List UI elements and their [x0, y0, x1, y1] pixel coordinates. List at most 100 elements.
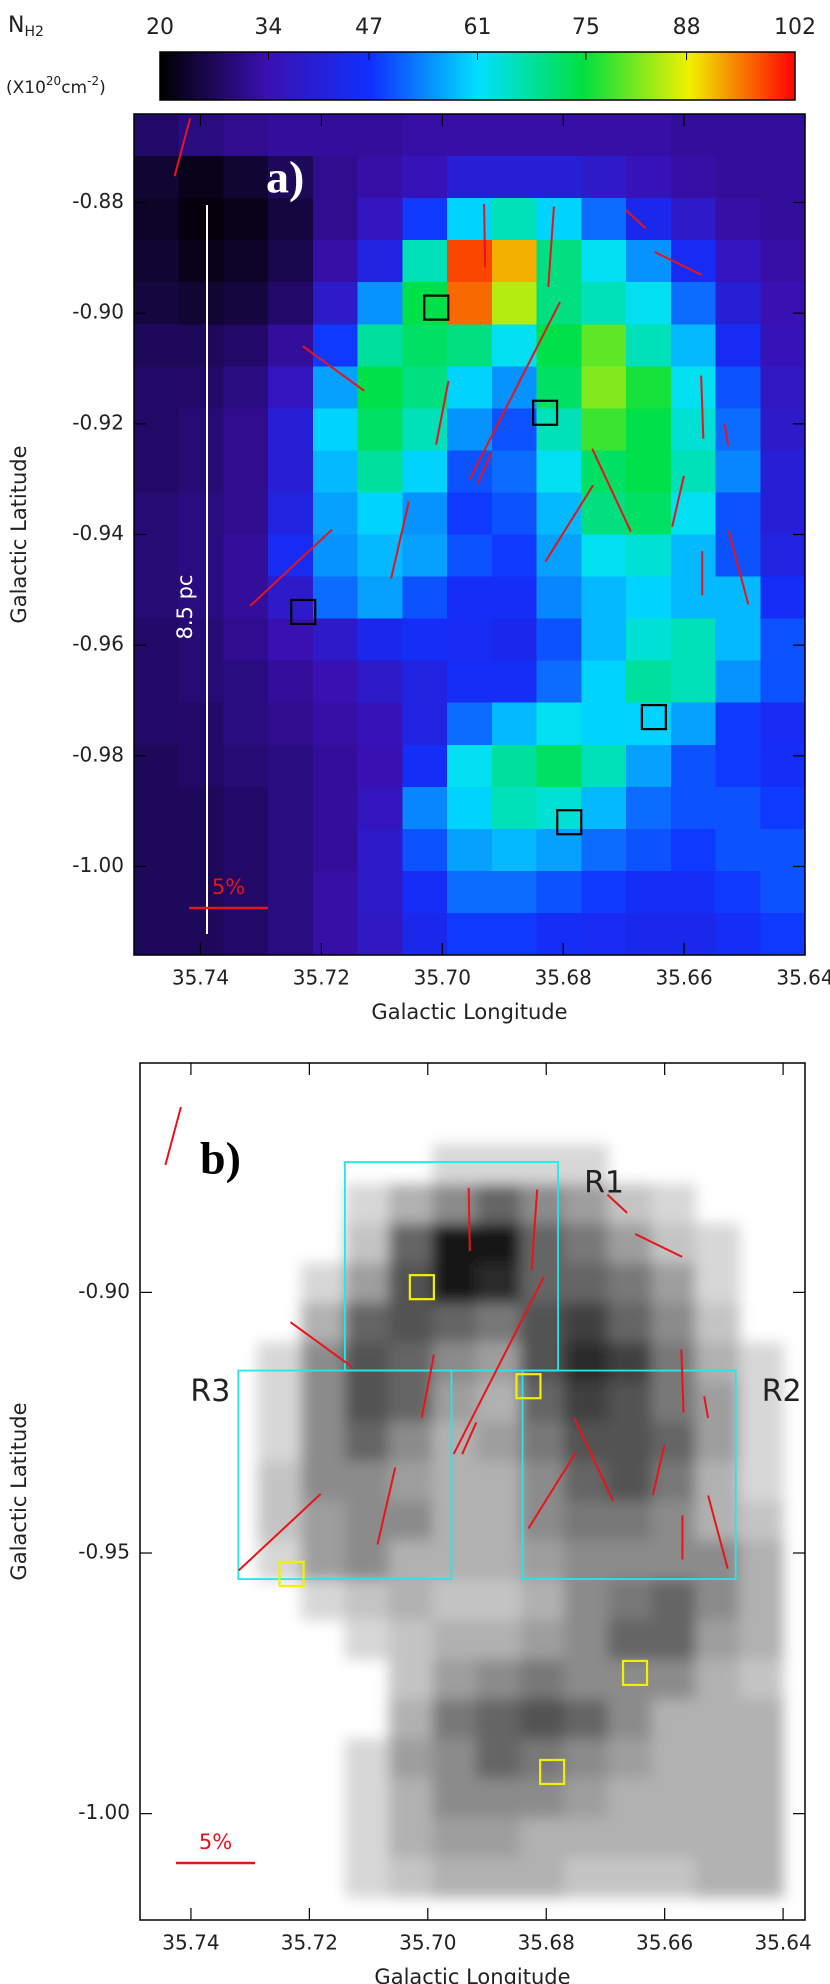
heatmap-cell	[715, 324, 761, 367]
contour-cell	[257, 1382, 302, 1423]
heatmap-cell	[268, 912, 314, 956]
contour-cell	[563, 1778, 609, 1819]
colorbar-label: NH2	[8, 13, 44, 40]
polarization-vector	[727, 530, 750, 605]
heatmap-cell	[357, 240, 403, 283]
heatmap-cell	[357, 702, 403, 746]
contour-cell	[432, 1619, 477, 1660]
heatmap-cell	[312, 282, 359, 325]
contour-cell	[695, 1500, 740, 1542]
y-tick-label: -0.90	[78, 1279, 130, 1303]
y-axis-title: Galactic Latitude	[7, 445, 31, 623]
contour-cell	[432, 1659, 477, 1700]
heatmap-cell	[581, 492, 627, 536]
contour-cell	[739, 1421, 784, 1462]
polarization-vector	[530, 1189, 539, 1271]
heatmap-cell	[760, 450, 806, 494]
polarization-vector	[547, 206, 555, 288]
polarization-vector	[302, 345, 365, 392]
heatmap-cell	[760, 786, 806, 830]
heatmap-cell	[223, 576, 269, 620]
heatmap-cell	[223, 828, 269, 872]
units-part: (X10	[6, 78, 46, 98]
contour-cell	[301, 1302, 346, 1344]
x-tick-label: 35.66	[655, 966, 712, 990]
heatmap-cell	[178, 450, 225, 494]
heatmap-cell	[268, 534, 314, 578]
contour-cell	[607, 1580, 653, 1621]
heatmap-cell	[402, 366, 448, 409]
heatmap-cell	[357, 828, 403, 872]
y-tick-label: -0.96	[72, 632, 124, 656]
colorbar-tick-label: 34	[254, 15, 282, 40]
contour-cell	[563, 1302, 609, 1344]
units-part: )	[99, 78, 106, 98]
polarization-vector	[625, 209, 647, 230]
heatmap-cell	[491, 282, 538, 325]
heatmap-cell	[134, 870, 180, 914]
heatmap-cell	[491, 156, 538, 199]
contour-cell	[476, 1223, 521, 1264]
heatmap-cell	[760, 660, 806, 704]
heatmap-cell	[626, 282, 672, 325]
heatmap-cell	[268, 114, 314, 157]
polarization-vector	[173, 117, 192, 177]
contour-cell	[695, 1302, 740, 1344]
contour-cell	[432, 1580, 477, 1621]
contour-cell	[695, 1698, 740, 1740]
contour-cell	[563, 1144, 609, 1185]
heatmap-cell	[626, 240, 672, 283]
polarization-vector	[435, 380, 450, 445]
heatmap-cell	[447, 702, 493, 746]
polarization-vector	[527, 1451, 577, 1530]
heatmap-cell	[715, 660, 761, 704]
colorbar-tick-label: 102	[774, 15, 816, 40]
heatmap-cell	[178, 786, 225, 830]
heatmap-cell	[670, 576, 717, 620]
heatmap-cell	[134, 492, 180, 536]
heatmap-cell	[626, 324, 672, 367]
heatmap-cell	[402, 870, 448, 914]
x-tick-label: 35.64	[776, 966, 830, 990]
heatmap-cell	[670, 534, 717, 578]
contour-cell	[607, 1698, 653, 1740]
contour-cell	[432, 1500, 477, 1542]
heatmap-cell	[402, 408, 448, 451]
heatmap-cell	[268, 870, 314, 914]
contour-cell	[388, 1500, 434, 1542]
heatmap-cell	[447, 786, 493, 830]
polarization-vector	[468, 301, 561, 480]
heatmap-cell	[178, 282, 225, 325]
contour-cell	[520, 1421, 565, 1462]
contour-cell	[520, 1857, 565, 1898]
contour-cell	[344, 1817, 390, 1859]
heatmap-cell	[178, 744, 225, 788]
contour-cell	[695, 1461, 740, 1502]
contour-cell	[388, 1619, 434, 1660]
heatmap-cell	[626, 492, 672, 536]
x-tick-label: 35.70	[399, 1931, 456, 1955]
heatmap-cell	[626, 912, 672, 956]
heatmap-cell	[402, 576, 448, 620]
contour-cell	[651, 1619, 697, 1660]
polarization-vector	[238, 1493, 322, 1572]
contour-cell	[476, 1540, 521, 1581]
heatmap	[134, 114, 806, 956]
contour-cell	[344, 1302, 390, 1344]
heatmap-cell	[715, 534, 761, 578]
contour-cell	[344, 1342, 390, 1383]
heatmap-cell	[402, 492, 448, 536]
heatmap-cell	[178, 240, 225, 283]
contour-cell	[476, 1342, 521, 1383]
heatmap-cell	[402, 450, 448, 494]
contour-cell	[739, 1659, 784, 1700]
contour-cell	[476, 1778, 521, 1819]
colorbar-tick-label: 75	[572, 15, 600, 40]
heatmap-cell	[760, 912, 806, 956]
heatmap-cell	[447, 366, 493, 409]
heatmap-cell	[626, 198, 672, 241]
contour-cell	[520, 1817, 565, 1859]
heatmap-cell	[134, 114, 180, 157]
heatmap-cell	[357, 912, 403, 956]
contour-cell	[476, 1263, 521, 1304]
